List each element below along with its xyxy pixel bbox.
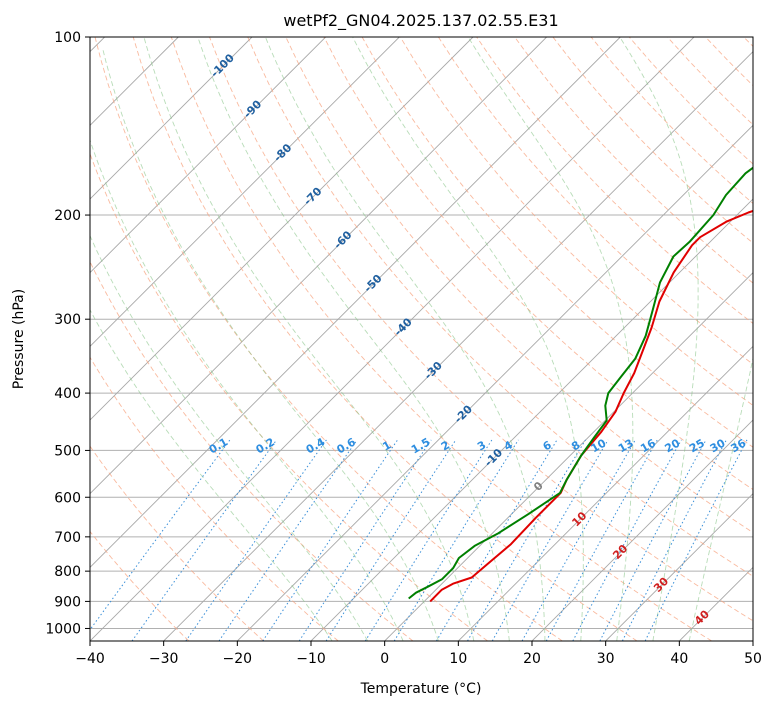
dry-adiabat-line (438, 37, 753, 365)
dry-adiabat-line (514, 37, 753, 284)
mixing-ratio-line (364, 439, 493, 641)
x-tick-label: −10 (296, 651, 326, 667)
dry-adiabat-line (323, 37, 753, 491)
y-tick-label: 500 (54, 443, 81, 459)
dewpoint-profile-line (408, 166, 753, 600)
axes: −40 −30 −20 −10 0 10 20 30 40 50 100 200 300 400 500 60… (45, 30, 762, 667)
isotherm-line (531, 419, 753, 641)
y-tick-label: 300 (54, 312, 81, 328)
isotherm-line (605, 493, 753, 641)
temperature-profile-line (429, 209, 753, 603)
dry-adiabat-line (247, 37, 753, 577)
moist-adiabat-line (90, 308, 333, 641)
mixing-ratio-line (298, 439, 432, 641)
mixing-ratio-line (644, 439, 748, 641)
moist-adiabat-line (264, 37, 546, 641)
mixing-ratio-line (545, 439, 658, 641)
mixing-ratio-line (521, 439, 636, 641)
isotherm-line (90, 37, 547, 495)
y-tick-label: 100 (54, 30, 81, 46)
moist-adiabat-line (352, 37, 584, 641)
moist-adiabat-line (102, 49, 439, 641)
dry-adiabat-line (170, 37, 712, 641)
mixing-ratio-line (185, 439, 327, 641)
plot-frame (89, 36, 754, 642)
isotherm-line (90, 37, 474, 421)
y-tick-label: 1000 (45, 621, 81, 637)
mixing-ratio-line (467, 439, 586, 641)
y-axis-label: Pressure (hPa) (11, 289, 27, 389)
isotherm-line (90, 37, 326, 274)
mixing-ratio-line (325, 439, 457, 641)
y-tick-label: 200 (54, 208, 81, 224)
mixing-ratio-line (90, 439, 231, 631)
x-tick-label: 50 (744, 651, 762, 667)
chart-title: wetPf2_GN04.2025.137.02.55.E31 (283, 11, 558, 31)
x-tick-label: 10 (449, 651, 467, 667)
dry-adiabat-line (94, 37, 563, 641)
x-tick-label: 40 (670, 651, 688, 667)
moist-adiabat-line (143, 37, 475, 641)
plot-background (90, 37, 753, 641)
mixing-ratio-line (491, 439, 609, 641)
x-tick-label: −20 (223, 651, 253, 667)
dry-adiabat-line (90, 260, 414, 641)
y-tick-label: 800 (54, 564, 81, 580)
y-tick-label: 900 (54, 594, 81, 610)
mixing-ratio-line (435, 439, 558, 641)
mixing-ratio-line (262, 439, 399, 641)
x-axis-label: Temperature (°C) (360, 681, 482, 697)
x-tick-label: 20 (523, 651, 541, 667)
isotherm-line (90, 37, 695, 641)
isotherm-line (90, 37, 253, 200)
y-tick-label: 400 (54, 386, 81, 402)
mixing-ratio-line (218, 439, 358, 641)
isotherm-line (90, 37, 621, 568)
dry-adiabat-line (132, 37, 638, 641)
dry-adiabat-line (209, 37, 753, 622)
isotherm-line (163, 51, 753, 641)
isotherm-line (237, 124, 753, 641)
isotherm-line (90, 37, 400, 347)
moist-adiabat-line (90, 138, 404, 641)
x-tick-label: −30 (149, 651, 179, 667)
dry-adiabat-line (90, 530, 190, 641)
moist-adiabat-line (197, 37, 510, 641)
dry-adiabat-line (399, 37, 753, 406)
background-lines (90, 37, 753, 641)
mixing-ratio-line (393, 439, 519, 641)
isotherm-line (458, 345, 753, 641)
y-tick-label: 700 (54, 530, 81, 546)
isotherm-line (752, 640, 753, 641)
profile-lines (408, 166, 753, 603)
dry-adiabat-line (90, 445, 264, 641)
dry-adiabat-line (90, 356, 339, 641)
moist-adiabat-line (688, 356, 753, 641)
x-tick-label: 30 (597, 651, 615, 667)
x-tick-label: −40 (75, 651, 105, 667)
y-tick-label: 600 (54, 490, 81, 506)
moist-adiabat-line (619, 37, 699, 641)
x-tick-label: 0 (380, 651, 389, 667)
